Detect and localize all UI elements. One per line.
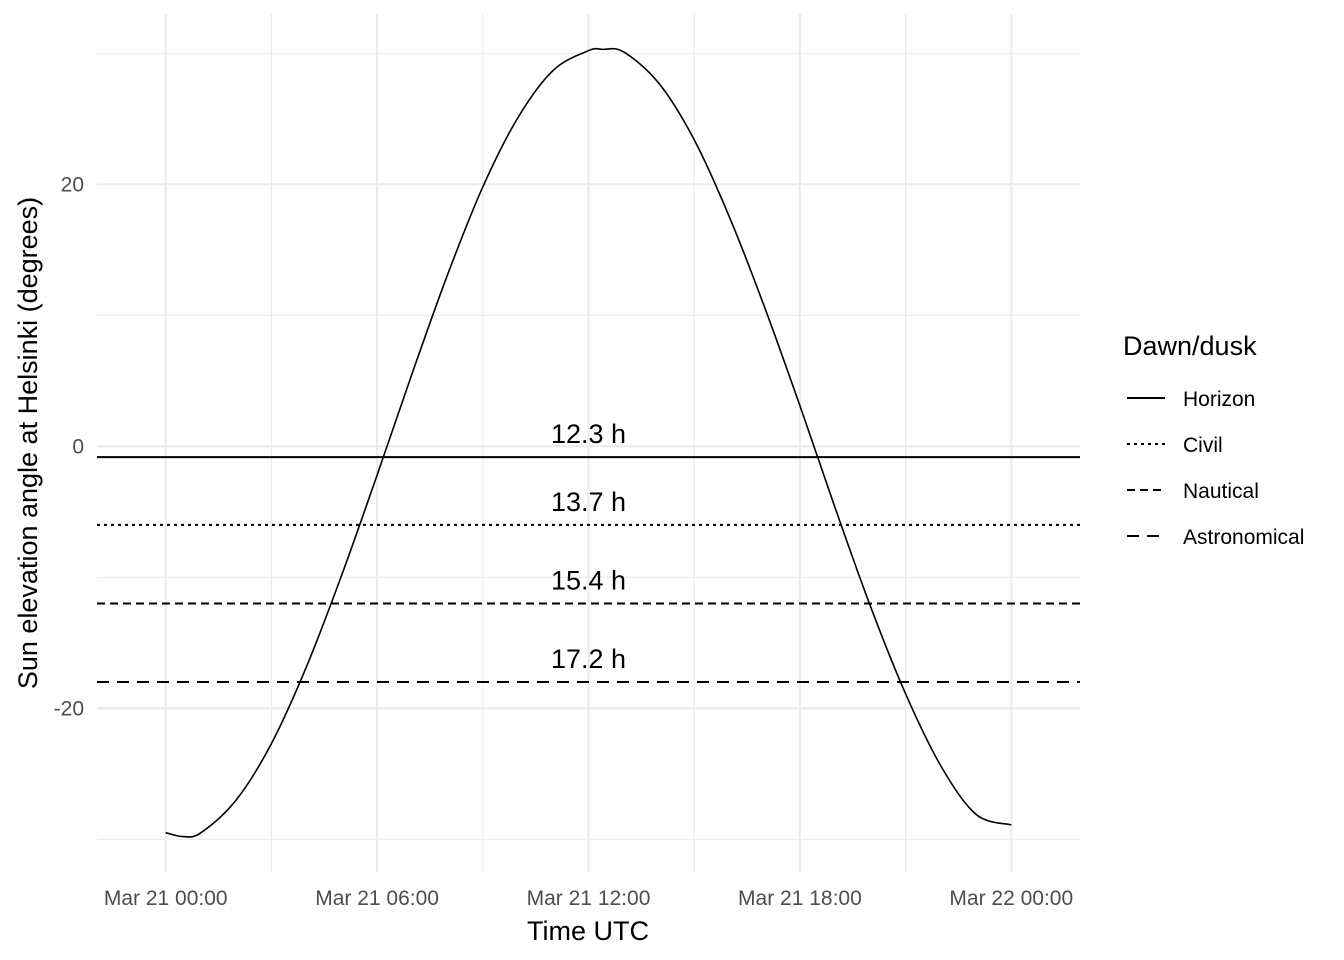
duration-labels: 12.3 h 13.7 h 15.4 h 17.2 h (551, 419, 626, 674)
y-tick-label: -20 (54, 697, 84, 720)
legend-title: Dawn/dusk (1123, 331, 1257, 361)
duration-label-civil: 13.7 h (551, 487, 626, 517)
y-tick-label: 20 (61, 173, 84, 196)
y-axis-title: Sun elevation angle at Helsinki (degrees… (13, 197, 43, 689)
legend-label-astronomical: Astronomical (1183, 526, 1304, 549)
legend-label-horizon: Horizon (1183, 388, 1255, 411)
legend-label-civil: Civil (1183, 434, 1223, 457)
sun-elevation-line (165, 47, 1012, 838)
y-tick-label: 0 (72, 435, 84, 458)
x-tick-label: Mar 21 18:00 (738, 887, 862, 910)
x-tick-label: Mar 21 12:00 (527, 887, 651, 910)
x-tick-label: Mar 21 00:00 (104, 887, 228, 910)
duration-label-horizon: 12.3 h (551, 419, 626, 449)
x-tick-label: Mar 21 06:00 (315, 887, 439, 910)
grid (97, 14, 1080, 872)
legend-label-nautical: Nautical (1183, 480, 1259, 503)
threshold-lines (97, 456, 1080, 684)
y-axis-ticks: -20 0 20 (54, 173, 84, 720)
x-axis-title: Time UTC (527, 916, 649, 946)
legend: Dawn/dusk Horizon Civil Nautical Astronomic… (1123, 331, 1304, 549)
x-tick-label: Mar 22 00:00 (949, 887, 1073, 910)
series-lines (165, 47, 1012, 838)
duration-label-nautical: 15.4 h (551, 565, 626, 595)
x-axis-ticks: Mar 21 00:00 Mar 21 06:00 Mar 21 12:00 Mar … (104, 887, 1073, 910)
duration-label-astronomical: 17.2 h (551, 644, 626, 674)
